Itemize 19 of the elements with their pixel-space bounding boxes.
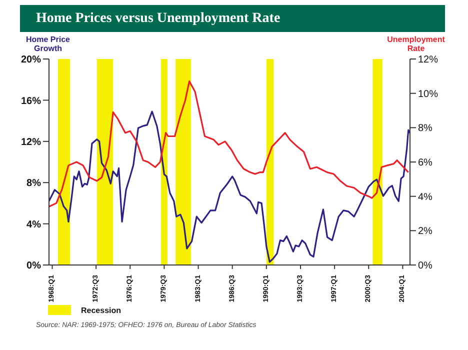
line-series [49,80,410,208]
y2-tick-label: 10% [418,88,438,100]
chart-title: Home Prices versus Unemployment Rate [20,5,445,32]
y-axis-title: Home Price Growth [24,35,72,53]
y-tick-label: 16% [20,96,42,107]
y2-tick-label: 0% [418,260,433,272]
y-tick-label: 8% [26,178,42,190]
y-tick-label: 4% [26,219,42,230]
y2-tick-label: 2% [418,226,433,238]
y-tick-label: 0% [26,260,42,272]
y2-tick-label: 6% [418,158,433,169]
legend-label: Recession [81,306,122,314]
y2-tick-label: 4% [418,192,433,203]
y-tick-label: 12% [20,136,42,148]
y2-axis-title: Unemployment Rate [386,35,446,53]
y2-tick-label: 12% [418,54,438,66]
line-series [49,110,410,263]
y2-tick-label: 8% [418,123,433,134]
y-tick-label: 20% [20,54,42,66]
